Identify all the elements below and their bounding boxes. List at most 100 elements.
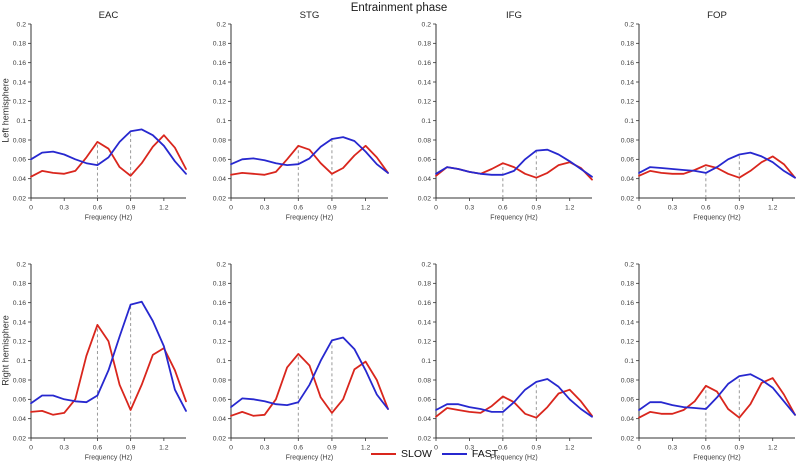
x-tick-label: 0.9 (735, 445, 745, 452)
x-tick-label: 0.6 (93, 205, 103, 212)
y-tick-label: 0.18 (418, 41, 431, 48)
y-tick-label: 0.06 (621, 157, 634, 164)
x-tick-label: 0.3 (260, 205, 270, 212)
y-tick-label: 0.02 (621, 195, 634, 202)
x-axis-label: Frequency (Hz) (286, 455, 333, 462)
x-tick-label: 1.2 (768, 445, 778, 452)
y-tick-label: 0.12 (213, 99, 226, 106)
y-tick-label: 0.04 (213, 176, 226, 183)
x-tick-label: 0.6 (498, 205, 508, 212)
x-tick-label: 0.6 (294, 205, 304, 212)
y-tick-label: 0.06 (418, 397, 431, 404)
legend-label-slow: SLOW (401, 448, 432, 460)
fast-line (435, 148, 593, 178)
y-tick-label: 0.2 (422, 21, 432, 28)
x-tick-label: 0.3 (465, 205, 475, 212)
subplot-ifg-left: 0.02 0.04 0.06 0.08 0.1 0.12 0.14 0.16 0.18 0.2 0 0… (418, 10, 593, 222)
fast-line-swatch (441, 453, 467, 455)
y-tick-label: 0.2 (17, 261, 27, 268)
y-tick-label: 0.1 (422, 118, 432, 125)
y-tick-label: 0.18 (13, 41, 26, 48)
y-tick-label: 0.1 (625, 358, 635, 365)
axes-spines (230, 264, 388, 439)
y-tick-label: 0.2 (217, 21, 227, 28)
y-tick-label: 0.12 (418, 339, 431, 346)
figure-title: Entrainment phase (350, 2, 448, 14)
y-tick-label: 0.18 (621, 281, 634, 288)
x-tick-label: 1.2 (768, 205, 778, 212)
y-tick-label: 0.14 (621, 79, 634, 86)
y-tick-label: 0.08 (213, 137, 226, 144)
y-tick-label: 0.16 (621, 60, 634, 67)
axes-spines (30, 264, 186, 439)
axes-spines (230, 24, 388, 199)
y-tick-label: 0.02 (213, 195, 226, 202)
x-tick-label: 0.3 (465, 445, 475, 452)
y-tick-label: 0.02 (213, 435, 226, 442)
y-tick-label: 0.08 (13, 137, 26, 144)
x-tick-label: 1.2 (159, 205, 169, 212)
x-tick-label: 0.9 (327, 445, 337, 452)
slow-line (30, 323, 187, 416)
x-tick-label: 0.9 (735, 205, 745, 212)
subplot-fop-right: 0.02 0.04 0.06 0.08 0.1 0.12 0.14 0.16 0.18 0.2 0 0… (621, 261, 796, 462)
y-tick-label: 0.06 (621, 397, 634, 404)
x-axis-label: Frequency (Hz) (85, 215, 132, 222)
y-tick-label: 0.2 (625, 261, 635, 268)
x-tick-label: 0.6 (93, 445, 103, 452)
y-tick-label: 0.14 (13, 319, 26, 326)
y-tick-label: 0.08 (621, 137, 634, 144)
x-axis-label: Frequency (Hz) (490, 455, 537, 462)
x-tick-label: 1.2 (565, 205, 575, 212)
y-tick-label: 0.02 (13, 435, 26, 442)
y-tick-label: 0.12 (621, 99, 634, 106)
fast-line (230, 336, 389, 410)
y-tick-label: 0.08 (418, 377, 431, 384)
x-tick-label: 0 (29, 205, 33, 212)
x-tick-label: 0.9 (327, 205, 337, 212)
y-tick-label: 0.1 (217, 118, 227, 125)
y-tick-label: 0.1 (422, 358, 432, 365)
y-tick-label: 0.18 (13, 281, 26, 288)
x-tick-label: 0.6 (701, 205, 711, 212)
x-tick-label: 0.9 (126, 445, 136, 452)
y-tick-label: 0.04 (621, 176, 634, 183)
fast-line (30, 128, 187, 175)
y-tick-label: 0.1 (625, 118, 635, 125)
y-tick-label: 0.14 (213, 79, 226, 86)
x-tick-label: 0.9 (532, 205, 542, 212)
x-tick-label: 0 (229, 445, 233, 452)
y-tick-label: 0.16 (418, 60, 431, 67)
y-tick-label: 0.1 (217, 358, 227, 365)
x-tick-label: 0.6 (701, 445, 711, 452)
y-tick-label: 0.02 (13, 195, 26, 202)
y-tick-label: 0.2 (217, 261, 227, 268)
x-tick-label: 0.3 (59, 445, 69, 452)
slow-line (30, 134, 187, 178)
y-tick-label: 0.14 (213, 319, 226, 326)
y-tick-label: 0.02 (418, 195, 431, 202)
legend: SLOW FAST (371, 448, 498, 460)
x-tick-label: 0.3 (260, 445, 270, 452)
x-tick-label: 0.9 (126, 205, 136, 212)
y-tick-label: 0.06 (213, 397, 226, 404)
axes-spines (30, 24, 186, 199)
axes-spines (638, 24, 795, 199)
subplot-stg-left: 0.02 0.04 0.06 0.08 0.1 0.12 0.14 0.16 0.18 0.2 0 0… (213, 10, 389, 222)
y-tick-label: 0.04 (13, 416, 26, 423)
y-tick-label: 0.06 (13, 157, 26, 164)
subplot-title: STG (300, 10, 320, 21)
y-tick-label: 0.12 (418, 99, 431, 106)
axes-spines (435, 264, 592, 439)
subplot-title: FOP (707, 10, 727, 21)
y-tick-label: 0.12 (13, 99, 26, 106)
y-tick-label: 0.02 (418, 435, 431, 442)
x-tick-label: 0 (29, 445, 33, 452)
subplot-title: IFG (506, 10, 522, 21)
x-tick-label: 0 (637, 205, 641, 212)
y-tick-label: 0.16 (621, 300, 634, 307)
fast-line (435, 378, 593, 418)
y-tick-label: 0.1 (17, 118, 27, 125)
x-axis-label: Frequency (Hz) (85, 455, 132, 462)
